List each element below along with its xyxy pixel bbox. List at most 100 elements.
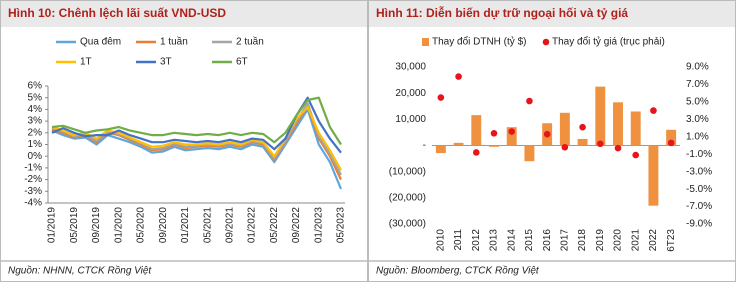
- bar: [506, 127, 517, 146]
- x-tick-label: 09/2021: [224, 207, 235, 244]
- dot: [667, 139, 675, 147]
- x-tick-label: 05/2020: [136, 207, 147, 244]
- y-tick-label: 4%: [28, 104, 43, 115]
- y2-tick-label: -7.0%: [686, 201, 712, 212]
- x-tick-label: 2017: [559, 229, 570, 252]
- series-line: [51, 96, 342, 146]
- series-line: [51, 102, 342, 176]
- x-tick-label: 01/2021: [180, 207, 191, 244]
- y-tick-label: (10,000): [389, 166, 426, 177]
- legend-marker: [422, 38, 429, 46]
- y-tick-label: -1%: [24, 163, 42, 174]
- y-tick-label: 20,000: [395, 88, 426, 99]
- y-tick-label: 1%: [28, 139, 43, 150]
- y2-tick-label: 7.0%: [686, 79, 709, 90]
- legend-label: Thay đổi tỷ giá (trục phải): [552, 36, 665, 48]
- y-tick-label: 30,000: [395, 62, 426, 73]
- x-tick-label: 05/2023: [336, 207, 347, 244]
- y-tick-label: 3%: [28, 116, 43, 127]
- dot: [543, 130, 551, 138]
- dot: [596, 140, 604, 148]
- dot: [526, 97, 533, 105]
- dot: [472, 149, 480, 156]
- y2-tick-label: -9.0%: [686, 219, 712, 230]
- chart-title: Hình 11: Diễn biến dự trữ ngoại hối và t…: [376, 5, 628, 20]
- y2-tick-label: -3.0%: [686, 166, 712, 177]
- dot: [455, 73, 462, 80]
- x-tick-label: 01/2019: [47, 207, 58, 244]
- bar: [577, 138, 588, 146]
- dot: [490, 129, 498, 137]
- y2-tick-label: 3.0%: [686, 114, 709, 125]
- x-tick-label: 01/2020: [113, 207, 124, 244]
- y2-tick-label: -1.0%: [686, 149, 712, 160]
- x-tick-label: 2020: [613, 229, 624, 252]
- bar: [613, 102, 623, 146]
- header: [369, 1, 735, 27]
- series-line: [51, 108, 343, 190]
- x-tick-label: 6T23: [666, 229, 677, 252]
- x-tick-label: 05/2022: [269, 207, 280, 244]
- x-tick-label: 05/2021: [202, 207, 213, 244]
- x-tick-label: 2011: [453, 229, 464, 251]
- y-tick-label: (30,000): [389, 219, 426, 230]
- chart-title: Hình 10: Chênh lệch lãi suất VND-USD: [8, 6, 226, 20]
- y-tick-label: 6%: [28, 81, 43, 92]
- legend-label: 1T: [80, 57, 92, 68]
- legend-marker: [542, 38, 550, 46]
- y-tick-label: -4%: [24, 198, 42, 209]
- y-tick-label: 5%: [28, 92, 43, 103]
- bar: [666, 129, 677, 146]
- x-tick-label: 2016: [542, 229, 553, 252]
- x-tick-label: 2012: [471, 229, 482, 252]
- y2-tick-label: 1.0%: [686, 131, 709, 142]
- y2-tick-label: -5.0%: [686, 184, 712, 195]
- legend-label: 3T: [160, 57, 172, 68]
- x-tick-label: 05/2019: [69, 207, 80, 244]
- x-tick-label: 2010: [435, 229, 446, 252]
- dot: [508, 128, 516, 135]
- x-tick-label: 2014: [506, 229, 517, 252]
- y2-tick-label: 5.0%: [686, 97, 709, 108]
- x-tick-label: 2015: [524, 229, 535, 252]
- y2-tick-label: 9.0%: [686, 62, 709, 73]
- bar: [630, 111, 641, 146]
- legend-label: Thay đổi DTNH (tỷ $): [432, 36, 526, 48]
- bar: [524, 145, 535, 162]
- y-tick-label: 10,000: [395, 114, 426, 125]
- y-tick-label: -2%: [24, 174, 42, 185]
- x-tick-label: 2018: [577, 229, 588, 252]
- x-tick-label: 01/2022: [247, 207, 258, 244]
- bar: [559, 112, 570, 146]
- bar: [595, 86, 606, 146]
- x-tick-label: 01/2023: [313, 207, 324, 244]
- dot: [632, 151, 640, 159]
- bar: [435, 145, 446, 154]
- x-tick-label: 2021: [630, 229, 641, 252]
- source: Nguồn: NHNN, CTCK Rồng Việt: [8, 265, 152, 277]
- bar: [648, 145, 659, 206]
- dot: [614, 144, 622, 152]
- y-tick-label: 0%: [28, 151, 43, 162]
- x-tick-label: 09/2020: [158, 207, 169, 244]
- bar: [471, 115, 482, 146]
- legend-label: 1 tuần: [160, 36, 188, 48]
- series-line: [51, 106, 342, 171]
- x-tick-label: 2013: [489, 229, 500, 252]
- dot: [561, 143, 569, 151]
- source: Nguồn: Bloomberg, CTCK Rồng Việt: [376, 265, 540, 277]
- dot: [650, 107, 657, 114]
- legend-label: Qua đêm: [80, 37, 121, 48]
- y-tick-label: (20,000): [389, 192, 426, 203]
- legend-label: 2 tuần: [236, 36, 264, 48]
- y-tick-label: 2%: [28, 127, 43, 138]
- y-tick-label: -3%: [24, 186, 42, 197]
- y-tick-label: -: [423, 140, 426, 151]
- dot: [437, 94, 445, 101]
- bar: [453, 142, 464, 146]
- legend-label: 6T: [236, 57, 248, 68]
- dot: [579, 123, 586, 131]
- x-tick-label: 2022: [648, 229, 659, 252]
- x-tick-label: 09/2022: [291, 207, 302, 244]
